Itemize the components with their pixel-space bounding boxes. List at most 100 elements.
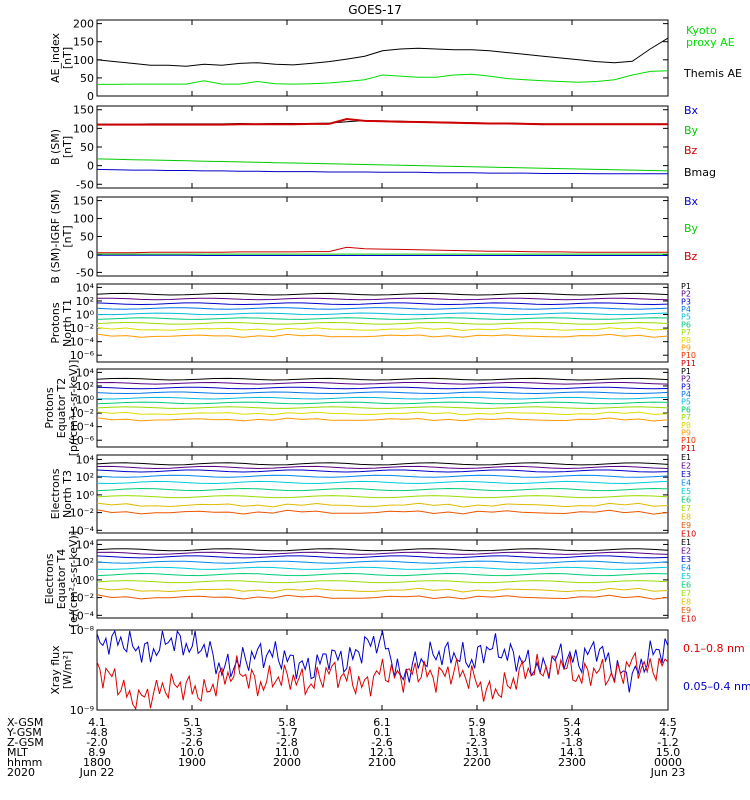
y-tick-label: 50 [80,72,94,85]
legend-entry: P6 [681,405,691,414]
legend-entry: P4 [681,305,691,314]
y-tick-label: 10⁰ [76,574,95,587]
ephemeris-cell: 0000 [654,756,682,769]
channel-line [96,474,669,478]
ephemeris-table: X-GSM 4.1 5.1 5.8 6.1 5.9 5.4 4.5Y-GSM -4.8 -3.3-… [6,716,685,779]
legend-entry: E7 [681,504,691,513]
ephemeris-row-label: Z-GSM [7,736,44,749]
legend-entry: P9 [681,428,691,437]
legend-entry: P7 [681,328,691,337]
legend-entry: E6 [681,496,691,505]
y-axis-label-line: Protons [49,302,62,343]
ephemeris-cell: 15.0 [656,746,681,759]
panel-frame [96,196,669,277]
y-tick-label: 50 [80,231,94,244]
ephemeris-cell: -3.3 [181,726,202,739]
legend-entry: E10 [681,530,696,539]
start-date-label: Jun 22 [79,766,115,779]
y-tick-label: 10² [76,295,94,308]
y-tick-label: 200 [73,18,94,31]
channel-line [96,509,669,515]
channel-line [96,302,669,306]
y-axis-label: Protons Equator T2 [p/(cm²-s-sr-keV)] [43,360,80,457]
channel-line [96,401,669,405]
y-tick-label: 10⁴ [76,453,95,466]
channel-line [96,495,669,499]
legend-entry: P2 [681,375,691,384]
y-axis-label-line: Electrons [49,468,62,519]
ephemeris-row-label: X-GSM [7,716,43,729]
channel-line [96,548,669,552]
y-axis-label: B (SM) [nT] [49,129,74,165]
channel-line [96,560,669,564]
ephemeris-cell: 4.1 [88,716,106,729]
y-tick-label: -50 [76,266,94,279]
legend-entry: E3 [681,470,691,479]
channel-line [96,555,669,559]
y-tick-label: 10⁴ [76,281,95,294]
ephemeris-cell: 8.9 [88,746,106,759]
y-tick-label: 10⁴ [76,538,95,551]
legend-entry: E1 [681,453,691,462]
y-axis-label: Electrons North T3 [49,468,74,519]
channel-line [96,566,669,570]
panel-7: 10⁻⁸ 10⁻⁹ Xray flux [W/m²] 0.1–0.8 nm 0.05–0.… [49,624,750,717]
legend-entry: E5 [681,572,691,581]
y-axis-label-line: North T1 [61,299,74,347]
legend-entry: 0.1–0.8 nm [683,642,745,655]
ephemeris-cell: 4.5 [659,716,677,729]
channel-line [96,377,669,381]
ephemeris-cell: 0.1 [373,726,391,739]
ephemeris-cell: 12.1 [370,746,395,759]
y-tick-label: 10⁴ [76,366,95,379]
y-tick-label: 10⁻² [70,507,94,520]
y-tick-label: 150 [73,195,94,208]
channel-line [96,391,669,395]
series-line [97,246,668,254]
legend-entry: E7 [681,589,691,598]
legend-entry: Bx [684,104,699,117]
ephemeris-cell: 14.1 [560,746,585,759]
channel-line [96,307,669,310]
y-axis-label-line: [p/(cm²-s-sr-keV)] [67,360,80,457]
y-tick-label: 10² [76,556,94,569]
legend-entry: E6 [681,581,691,590]
xray-short-line [96,629,669,693]
ephemeris-cell: 2100 [368,756,396,769]
y-tick-label: 10⁻⁴ [70,336,95,349]
y-axis-label-line: Xray flux [49,645,62,695]
ephemeris-cell: 5.9 [468,716,486,729]
y-tick-label: 0 [87,160,94,173]
channel-line [96,551,669,555]
ephemeris-cell: 1800 [83,756,111,769]
legend-entry: E8 [681,598,691,607]
y-axis-label-line: AE_index [49,32,62,83]
channel-line [96,417,669,422]
y-tick-label: 10² [76,471,94,484]
channel-line [96,312,669,316]
y-axis-label-line: Electrons [43,553,56,604]
legend-entry: P7 [681,413,691,422]
y-tick-label: 100 [73,213,94,226]
y-axis-label-line: [nT] [61,47,74,69]
legend-entry: 0.05–0.4 nm [683,680,750,693]
legend-entry: E9 [681,606,691,615]
channel-line [96,587,669,593]
legend-entry: P10 [681,436,696,445]
ephemeris-cell: -1.2 [657,736,678,749]
y-axis-label-line: Equator T2 [55,378,68,438]
legend-entry: E3 [681,555,691,564]
legend-entry: P8 [681,336,691,345]
legend-entry: E8 [681,513,691,522]
y-axis-label-line: B (SM)-IGRF (SM) [49,189,62,283]
legend-entry: By [684,124,699,137]
ephemeris-cell: 3.4 [563,726,581,739]
end-date-label: Jun 23 [650,766,686,779]
ephemeris-cell: 5.8 [278,716,296,729]
y-tick-label: 150 [73,36,94,49]
ephemeris-cell: 5.4 [563,716,581,729]
